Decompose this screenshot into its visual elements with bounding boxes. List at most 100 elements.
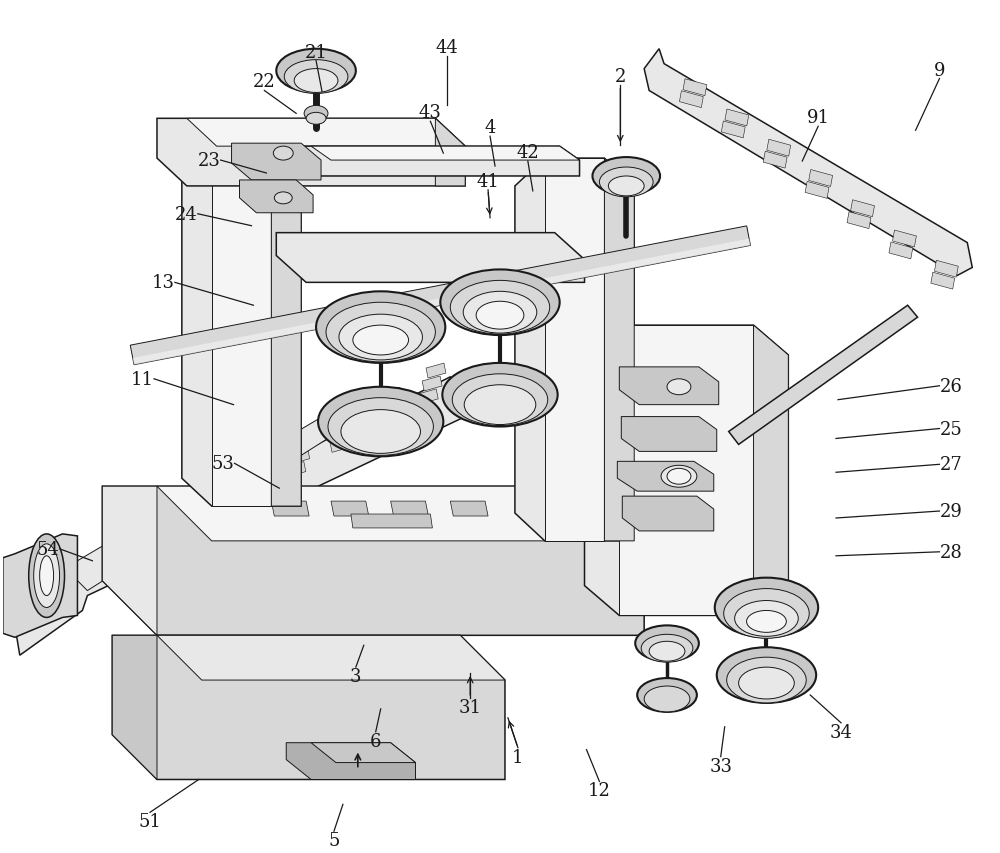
Ellipse shape [341, 410, 420, 454]
Polygon shape [851, 200, 874, 218]
Ellipse shape [452, 374, 548, 426]
Text: 42: 42 [516, 144, 539, 162]
Ellipse shape [463, 292, 537, 334]
Polygon shape [290, 450, 310, 464]
Polygon shape [331, 502, 369, 516]
Ellipse shape [739, 667, 794, 699]
Polygon shape [683, 79, 707, 96]
Text: 25: 25 [939, 420, 962, 438]
Text: 23: 23 [198, 152, 221, 170]
Polygon shape [621, 417, 717, 452]
Polygon shape [351, 514, 432, 528]
Polygon shape [286, 462, 306, 477]
Polygon shape [109, 559, 129, 574]
Polygon shape [202, 497, 221, 513]
Ellipse shape [29, 534, 65, 618]
Ellipse shape [635, 625, 699, 661]
Text: 43: 43 [419, 104, 442, 122]
Text: 26: 26 [939, 377, 962, 395]
Ellipse shape [440, 270, 560, 336]
Polygon shape [276, 234, 585, 283]
Ellipse shape [644, 686, 690, 712]
Ellipse shape [284, 61, 348, 95]
Ellipse shape [274, 193, 292, 205]
Text: 41: 41 [477, 172, 500, 191]
Polygon shape [382, 388, 402, 403]
Text: 3: 3 [350, 667, 362, 685]
Polygon shape [113, 546, 133, 561]
Text: 91: 91 [807, 109, 830, 127]
Text: 24: 24 [175, 206, 198, 223]
Text: 27: 27 [939, 456, 962, 473]
Polygon shape [291, 147, 580, 177]
Text: 1: 1 [512, 748, 524, 766]
Polygon shape [450, 502, 488, 516]
Text: 31: 31 [459, 698, 482, 717]
Ellipse shape [649, 641, 685, 661]
Polygon shape [418, 390, 438, 404]
Polygon shape [117, 533, 137, 548]
Polygon shape [330, 438, 350, 453]
Text: 4: 4 [484, 119, 496, 137]
Text: 11: 11 [131, 370, 154, 388]
Text: 51: 51 [139, 812, 161, 830]
Text: 12: 12 [588, 781, 611, 799]
Ellipse shape [747, 611, 786, 633]
Text: 13: 13 [152, 274, 175, 292]
Ellipse shape [724, 589, 809, 639]
Polygon shape [644, 49, 972, 276]
Ellipse shape [339, 315, 422, 361]
Polygon shape [334, 425, 354, 440]
Text: 44: 44 [436, 38, 459, 56]
Polygon shape [767, 140, 791, 157]
Ellipse shape [328, 398, 433, 456]
Ellipse shape [273, 147, 293, 161]
Polygon shape [931, 273, 955, 290]
Polygon shape [809, 171, 833, 187]
Polygon shape [338, 412, 358, 427]
Text: 34: 34 [830, 723, 852, 741]
Polygon shape [205, 485, 225, 500]
Polygon shape [374, 414, 394, 428]
Polygon shape [805, 183, 829, 199]
Ellipse shape [450, 281, 550, 334]
Ellipse shape [608, 177, 644, 197]
Polygon shape [435, 119, 465, 187]
Polygon shape [311, 743, 415, 763]
Polygon shape [426, 363, 446, 379]
Ellipse shape [727, 658, 806, 703]
Polygon shape [585, 326, 788, 616]
Polygon shape [422, 376, 442, 392]
Polygon shape [545, 159, 604, 542]
Text: 21: 21 [305, 44, 328, 61]
Polygon shape [157, 522, 177, 537]
Polygon shape [187, 119, 465, 147]
Ellipse shape [735, 601, 798, 636]
Polygon shape [157, 486, 644, 542]
Polygon shape [893, 231, 916, 247]
Text: 2: 2 [615, 68, 626, 86]
Ellipse shape [442, 363, 558, 427]
Text: 28: 28 [939, 543, 962, 561]
Polygon shape [729, 306, 918, 445]
Polygon shape [242, 486, 262, 502]
Polygon shape [604, 159, 634, 542]
Polygon shape [294, 436, 314, 451]
Text: 53: 53 [212, 455, 235, 473]
Polygon shape [77, 412, 341, 591]
Text: 29: 29 [939, 502, 962, 520]
Polygon shape [617, 461, 714, 491]
Text: 6: 6 [370, 732, 381, 750]
Polygon shape [157, 635, 505, 680]
Ellipse shape [667, 469, 691, 485]
Polygon shape [240, 181, 313, 213]
Ellipse shape [276, 49, 356, 93]
Polygon shape [763, 152, 787, 169]
Polygon shape [622, 496, 714, 531]
Polygon shape [161, 509, 181, 524]
Polygon shape [154, 535, 173, 549]
Text: 33: 33 [709, 757, 732, 775]
Polygon shape [212, 129, 271, 507]
Polygon shape [754, 326, 788, 616]
Ellipse shape [667, 380, 691, 395]
